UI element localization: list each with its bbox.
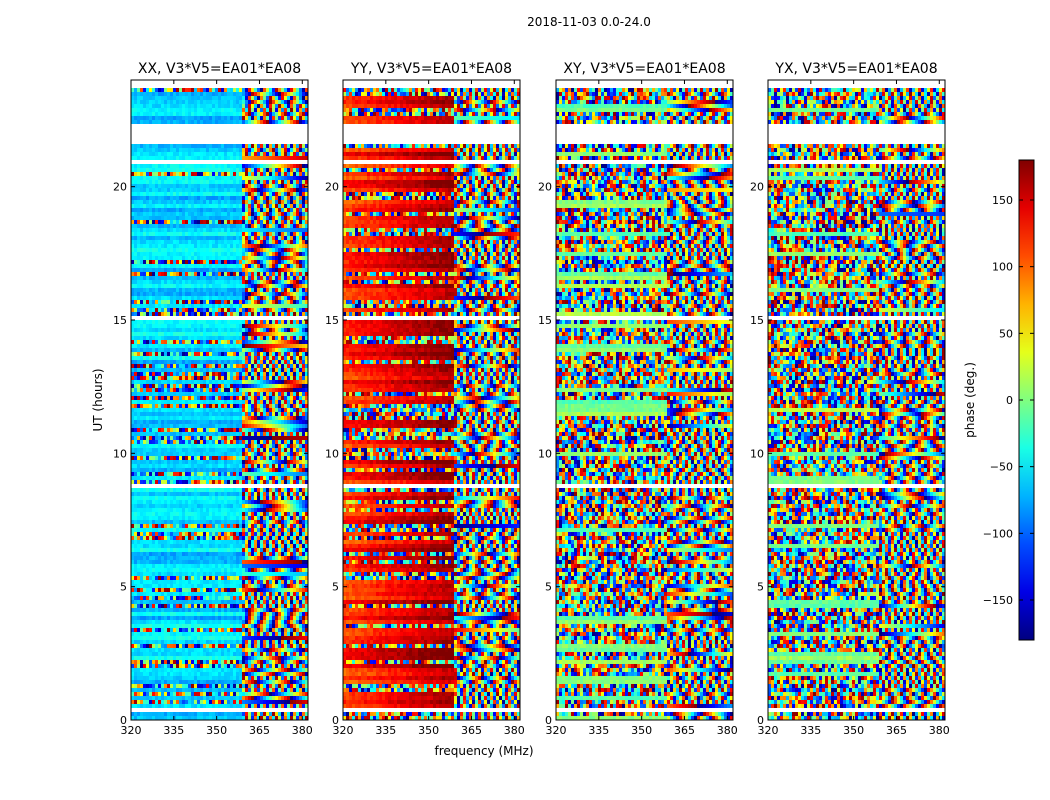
phase-heatmap-xx: [131, 80, 308, 720]
colorbar: −150 −100 −50 0 50 100 150: [983, 159, 1035, 641]
colorbar-tick-label: −50: [990, 461, 1013, 474]
colorbar-label: phase (deg.): [963, 362, 977, 438]
colorbar-tick-label: 50: [999, 327, 1013, 340]
phase-heatmap-yy: [343, 80, 520, 720]
x-tick-label: 350: [843, 724, 864, 737]
x-tick-label: 380: [929, 724, 950, 737]
x-tick-label: 320: [333, 724, 354, 737]
y-tick-label: 20: [750, 181, 764, 194]
panel-frame: [555, 79, 734, 721]
panel-xx: XX, V3*V5=EA01*EA08 320 335 350 365 380 0 5 10 15…: [113, 61, 313, 737]
y-tick-label: 20: [538, 181, 552, 194]
y-tick-label: 10: [538, 447, 552, 460]
y-tick-label: 10: [113, 447, 127, 460]
x-tick-label: 350: [418, 724, 439, 737]
phase-heatmap-yx: [768, 80, 945, 720]
panel-title: YY, V3*V5=EA01*EA08: [350, 61, 512, 77]
y-tick-label: 10: [750, 447, 764, 460]
x-tick-label: 365: [886, 724, 907, 737]
y-tick-label: 15: [538, 314, 552, 327]
y-tick-label: 5: [332, 581, 339, 594]
y-tick-label: 5: [120, 581, 127, 594]
x-axis-label: frequency (MHz): [434, 744, 533, 758]
y-axis-label: UT (hours): [91, 368, 105, 431]
colorbar-tick-label: −100: [983, 527, 1013, 540]
y-tick-label: 20: [113, 181, 127, 194]
x-tick-label: 380: [504, 724, 525, 737]
y-tick-label: 0: [332, 714, 339, 727]
panel-title: XX, V3*V5=EA01*EA08: [138, 61, 301, 77]
x-tick-label: 320: [121, 724, 142, 737]
x-tick-label: 365: [249, 724, 270, 737]
y-tick-label: 15: [750, 314, 764, 327]
phase-heatmap-xy: [556, 80, 733, 720]
x-tick-label: 350: [631, 724, 652, 737]
panel-title: XY, V3*V5=EA01*EA08: [563, 61, 725, 77]
colorbar-tick-label: 100: [992, 261, 1013, 274]
y-tick-label: 0: [545, 714, 552, 727]
x-tick-label: 335: [588, 724, 609, 737]
y-tick-label: 15: [325, 314, 339, 327]
panel-yx: YX, V3*V5=EA01*EA08 320 335 350 365 380 0 5 10 15…: [750, 61, 950, 737]
panel-frame: [342, 79, 521, 721]
figure-suptitle: 2018-11-03 0.0-24.0: [527, 15, 651, 29]
colorbar-tick-label: −150: [983, 594, 1013, 607]
colorbar-tick-label: 0: [1006, 394, 1013, 407]
y-tick-label: 5: [545, 581, 552, 594]
x-tick-label: 365: [674, 724, 695, 737]
x-tick-label: 335: [163, 724, 184, 737]
panel-xy: XY, V3*V5=EA01*EA08 320 335 350 365 380 0 5 10 15…: [538, 61, 738, 737]
x-tick-label: 320: [546, 724, 567, 737]
y-tick-label: 10: [325, 447, 339, 460]
panel-frame: [130, 79, 309, 721]
y-tick-label: 15: [113, 314, 127, 327]
x-tick-label: 365: [461, 724, 482, 737]
x-tick-label: 320: [758, 724, 779, 737]
panel-group: XX, V3*V5=EA01*EA08 320 335 350 365 380 0 5 10 15…: [113, 61, 950, 737]
y-tick-label: 5: [757, 581, 764, 594]
y-tick-label: 0: [120, 714, 127, 727]
y-tick-label: 0: [757, 714, 764, 727]
x-tick-label: 380: [292, 724, 313, 737]
x-tick-label: 350: [206, 724, 227, 737]
colorbar-tick-label: 150: [992, 194, 1013, 207]
panel-frame: [767, 79, 946, 721]
x-tick-label: 335: [800, 724, 821, 737]
x-tick-label: 380: [717, 724, 738, 737]
y-tick-label: 20: [325, 181, 339, 194]
x-tick-label: 335: [375, 724, 396, 737]
panel-yy: YY, V3*V5=EA01*EA08 320 335 350 365 380 0 5 10 15…: [325, 61, 525, 737]
panel-title: YX, V3*V5=EA01*EA08: [774, 61, 937, 77]
